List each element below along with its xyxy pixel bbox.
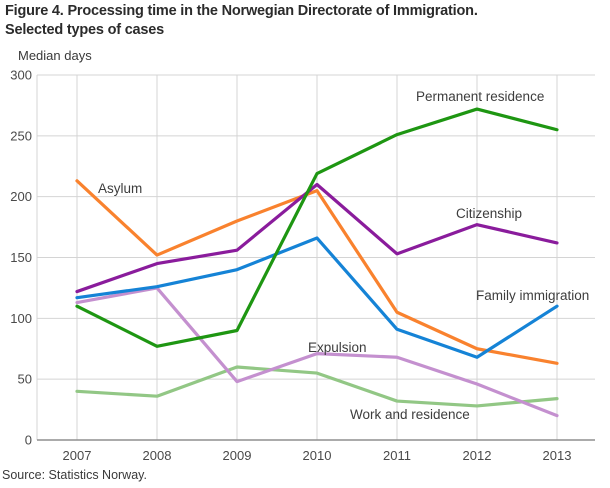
series-label-work-and-residence: Work and residence: [350, 407, 470, 422]
series-label-citizenship: Citizenship: [456, 206, 522, 221]
y-tick-label-150: 150: [10, 250, 32, 265]
line-chart: 300 250 200 150 100 50 0 2007 2008 2009 2010 2011 20…: [10, 68, 595, 463]
y-tick-label-250: 250: [10, 128, 32, 143]
source-note: Source: Statistics Norway.: [2, 468, 147, 482]
y-axis-unit-label: Median days: [18, 48, 92, 63]
x-tick-label-2008: 2008: [143, 448, 172, 463]
x-tick-label-2007: 2007: [63, 448, 92, 463]
series-line-family-immigration: [75, 236, 559, 359]
series-label-expulsion: Expulsion: [308, 340, 367, 355]
x-tick-label-2011: 2011: [383, 448, 411, 463]
y-tick-label-200: 200: [10, 189, 32, 204]
series-label-permanent-residence: Permanent residence: [416, 89, 544, 104]
series-label-asylum: Asylum: [98, 181, 142, 196]
series-line-permanent-residence: [75, 107, 559, 348]
figure-title-line1: Figure 4. Processing time in the Norwegi…: [5, 3, 478, 19]
figure-title: Figure 4. Processing time in the Norwegi…: [5, 2, 478, 41]
series-line-asylum: [75, 179, 559, 365]
x-tick-label-2009: 2009: [223, 448, 252, 463]
y-tick-label-50: 50: [18, 372, 32, 387]
y-tick-label-0: 0: [25, 433, 32, 448]
series-line-work-and-residence: [75, 365, 559, 408]
series-label-family-immigration: Family immigration: [476, 288, 589, 303]
figure-title-line2: Selected types of cases: [5, 22, 165, 39]
x-tick-label-2012: 2012: [463, 448, 492, 463]
y-tick-label-100: 100: [10, 311, 32, 326]
x-tick-label-2013: 2013: [543, 448, 572, 463]
y-tick-label-300: 300: [10, 68, 32, 83]
series-line-citizenship: [75, 182, 559, 294]
x-tick-label-2010: 2010: [303, 448, 332, 463]
